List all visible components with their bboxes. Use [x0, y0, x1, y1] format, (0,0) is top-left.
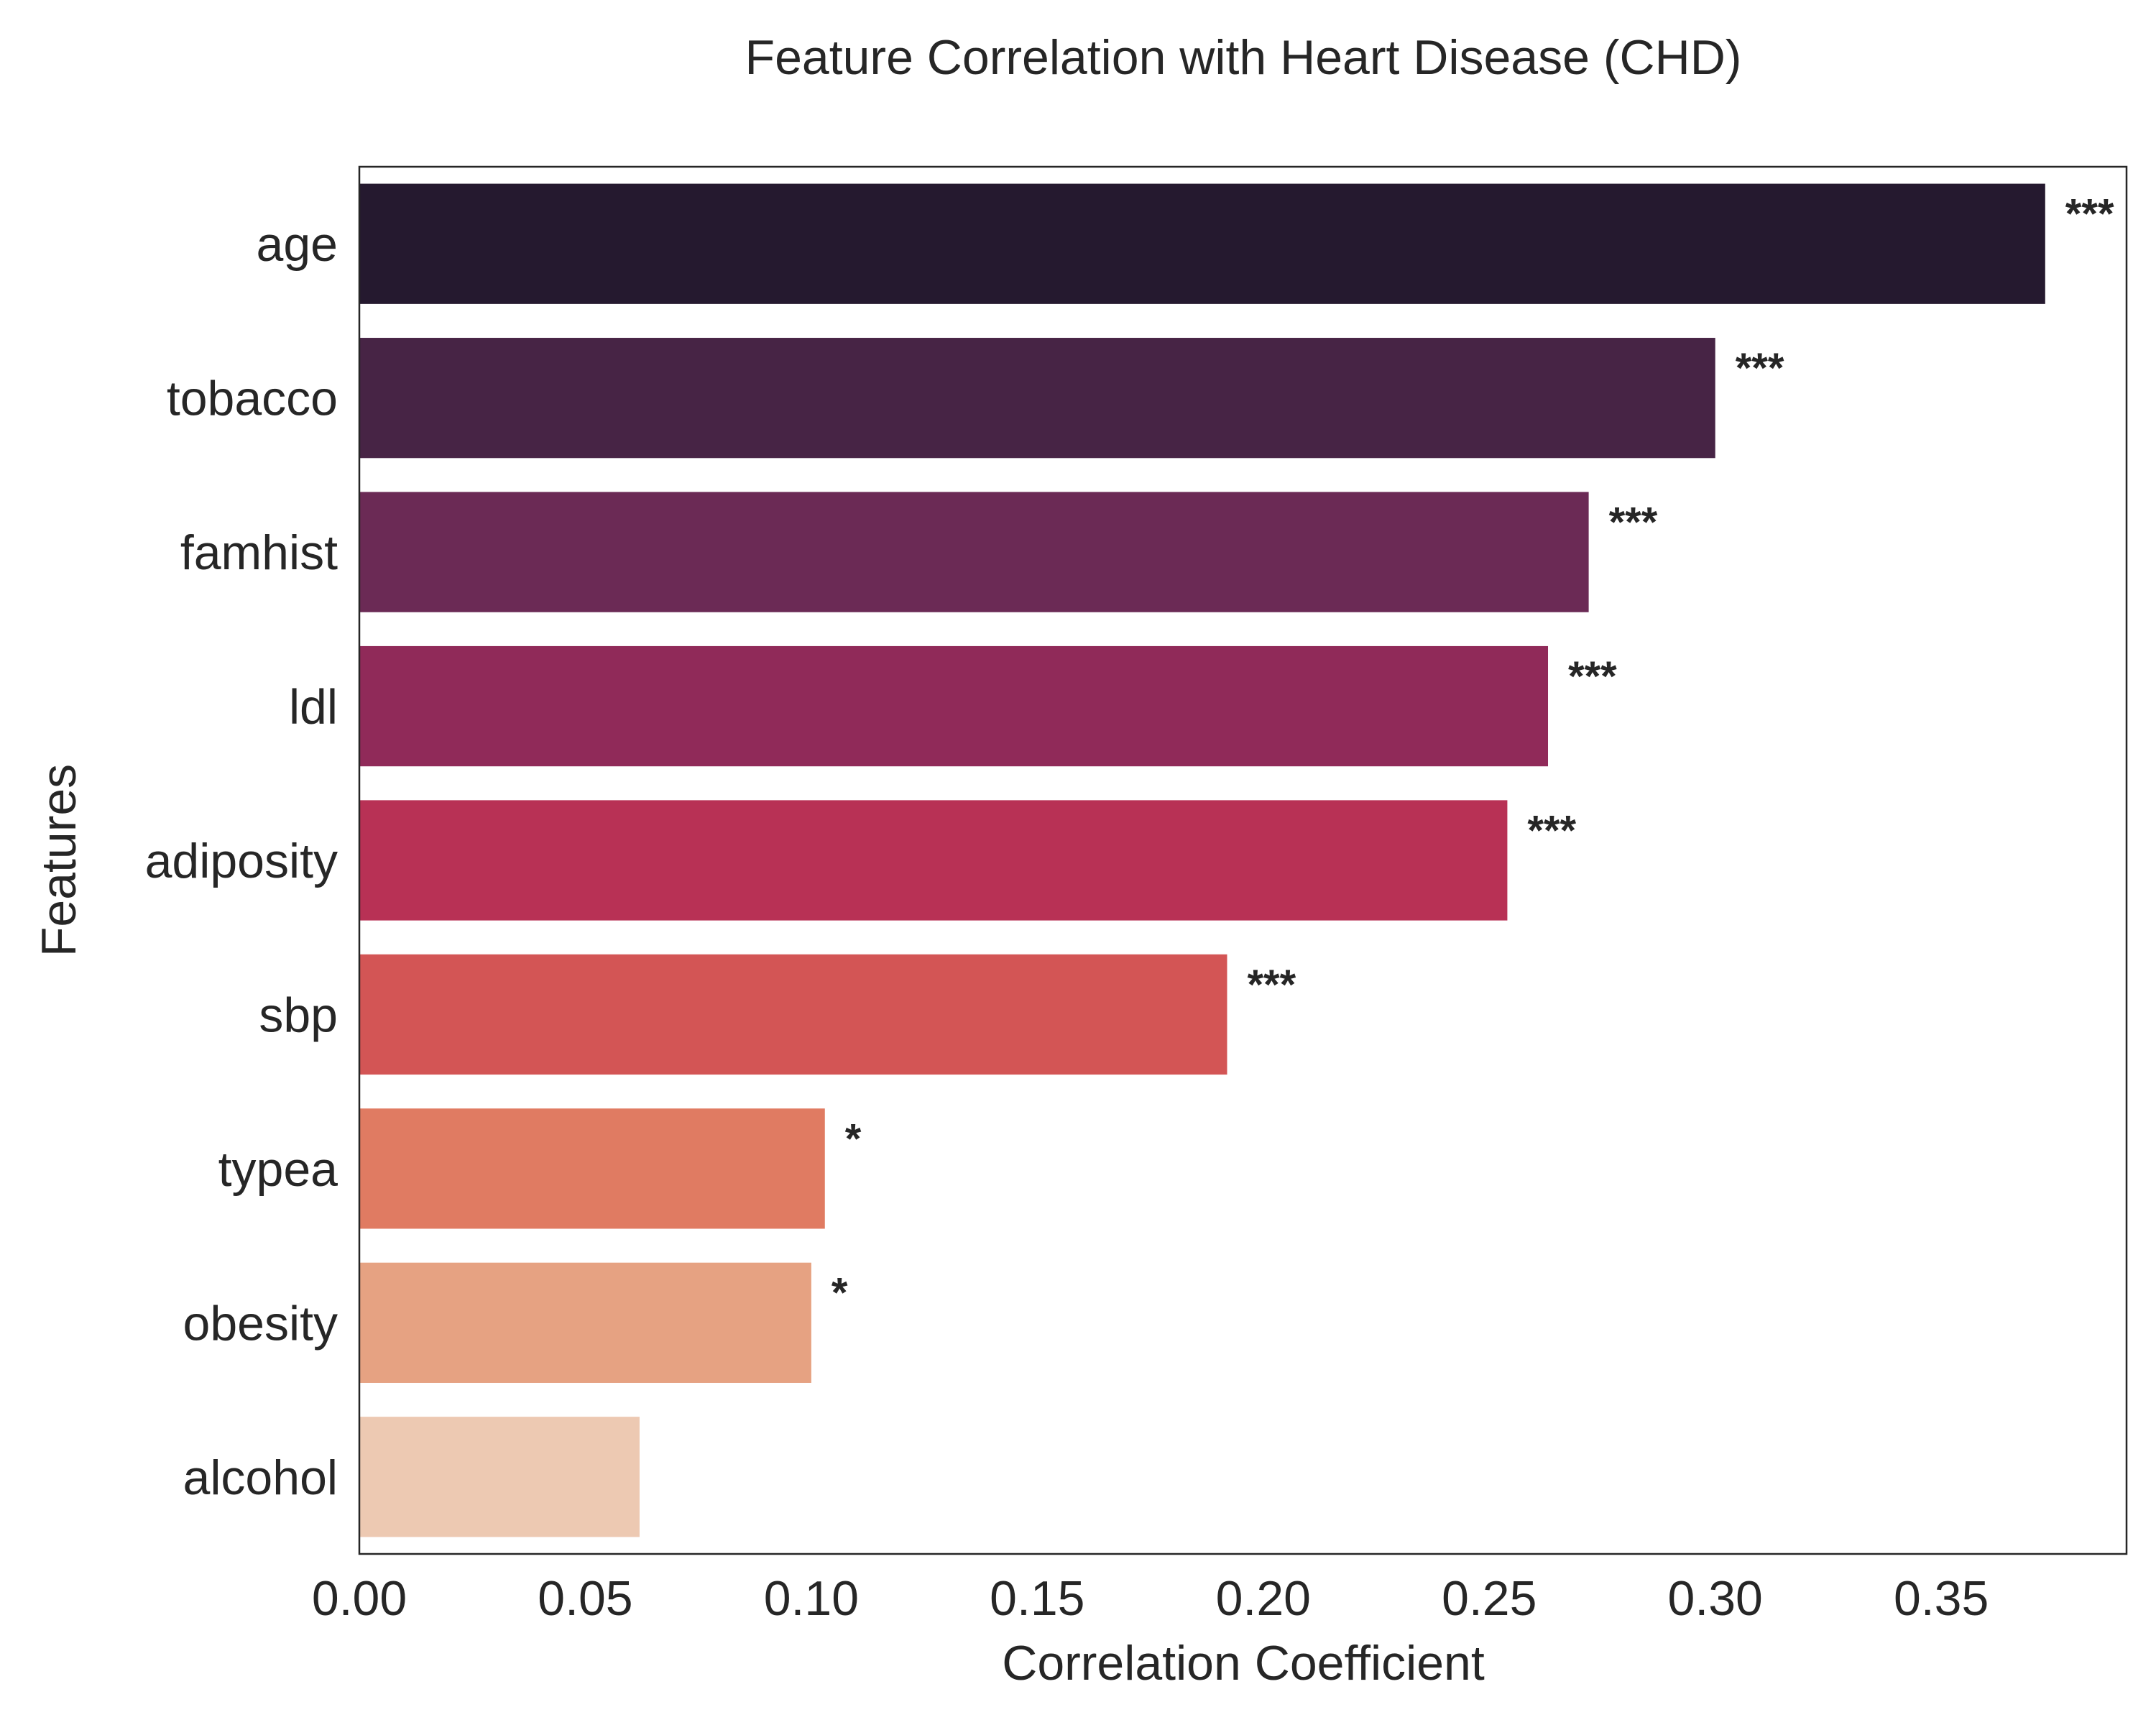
x-axis-label: Correlation Coefficient	[1002, 1636, 1485, 1690]
x-tick-label-0.20: 0.20	[1216, 1571, 1311, 1626]
bar-adiposity	[359, 800, 1508, 921]
x-tick-label-0.35: 0.35	[1894, 1571, 1989, 1626]
bar-obesity	[359, 1262, 811, 1383]
y-tick-label-adiposity: adiposity	[145, 834, 338, 888]
bar-alcohol	[359, 1417, 640, 1537]
y-tick-label-famhist: famhist	[180, 525, 338, 580]
significance-label-sbp: ***	[1247, 962, 1296, 1008]
significance-labels: ********************	[831, 191, 2114, 1317]
x-tick-label-0.30: 0.30	[1668, 1571, 1763, 1626]
bar-famhist	[359, 492, 1589, 612]
bar-sbp	[359, 954, 1227, 1075]
y-axis-ticks: age tobacco famhist ldl adiposity sbp typea obe…	[145, 217, 338, 1505]
y-tick-label-age: age	[257, 217, 338, 272]
bars-layer	[359, 183, 2045, 1537]
y-tick-label-sbp: sbp	[259, 988, 338, 1042]
y-tick-label-alcohol: alcohol	[183, 1450, 338, 1505]
y-tick-label-typea: typea	[218, 1142, 338, 1197]
significance-label-tobacco: ***	[1736, 345, 1784, 392]
x-tick-label-0.00: 0.00	[312, 1571, 407, 1626]
bar-tobacco	[359, 338, 1715, 459]
significance-label-famhist: ***	[1609, 499, 1658, 546]
significance-label-adiposity: ***	[1527, 807, 1576, 854]
plot-frame	[358, 165, 2128, 1555]
significance-label-age: ***	[2065, 191, 2114, 238]
significance-label-obesity: *	[831, 1270, 848, 1317]
y-axis-label: Features	[32, 764, 86, 957]
chart-title: Feature Correlation with Heart Disease (…	[745, 30, 1742, 85]
x-tick-label-0.25: 0.25	[1442, 1571, 1537, 1626]
bar-age	[359, 183, 2045, 304]
y-tick-label-tobacco: tobacco	[167, 372, 338, 426]
bar-typea	[359, 1108, 825, 1229]
y-tick-label-ldl: ldl	[289, 680, 338, 735]
x-tick-label-0.10: 0.10	[764, 1571, 859, 1626]
x-tick-label-0.05: 0.05	[538, 1571, 632, 1626]
x-tick-label-0.15: 0.15	[990, 1571, 1084, 1626]
x-axis-ticks: 0.00 0.05 0.10 0.15 0.20 0.25 0.30 0.35	[312, 1571, 1989, 1626]
significance-label-ldl: ***	[1568, 653, 1617, 700]
bar-ldl	[359, 645, 1549, 767]
y-tick-label-obesity: obesity	[183, 1296, 338, 1351]
significance-label-typea: *	[845, 1116, 862, 1162]
